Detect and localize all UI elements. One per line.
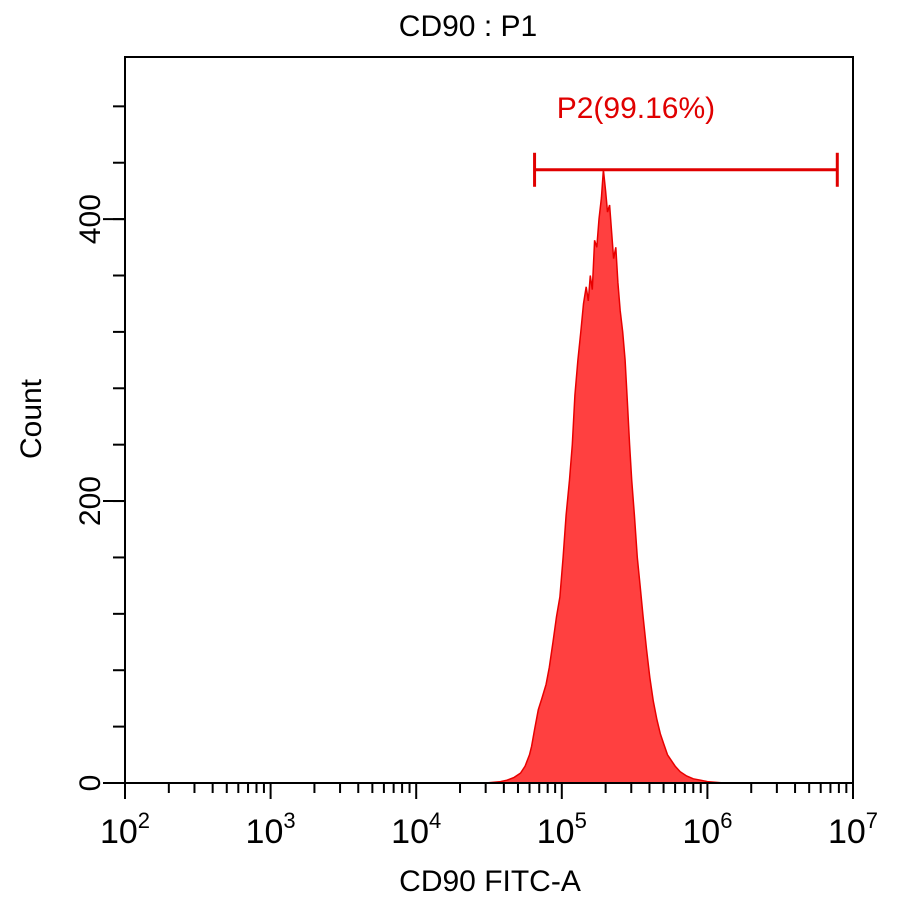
gate-p2: P2(99.16%) — [533, 92, 839, 187]
gate-label: P2(99.16%) — [557, 92, 715, 125]
y-axis-label: Count — [15, 378, 48, 459]
y-tick-label: 200 — [74, 476, 107, 526]
histogram-area — [485, 169, 725, 784]
x-axis-label: CD90 FITC-A — [399, 865, 581, 898]
x-tick-label: 106 — [682, 808, 732, 851]
chart-title: CD90 : P1 — [399, 10, 537, 43]
x-tick-label: 105 — [537, 808, 587, 851]
plot-area: P2(99.16%) — [124, 56, 854, 784]
y-axis: 0 200 400 — [74, 105, 125, 792]
x-tick-label: 107 — [828, 808, 878, 851]
x-axis: 102 103 104 105 106 107 — [100, 783, 878, 851]
x-tick-label: 102 — [100, 808, 150, 851]
x-tick-label: 103 — [246, 808, 296, 851]
y-tick-label: 0 — [74, 775, 107, 792]
y-tick-label: 400 — [74, 194, 107, 244]
plot-frame — [124, 56, 854, 784]
x-tick-label: 104 — [391, 808, 441, 851]
